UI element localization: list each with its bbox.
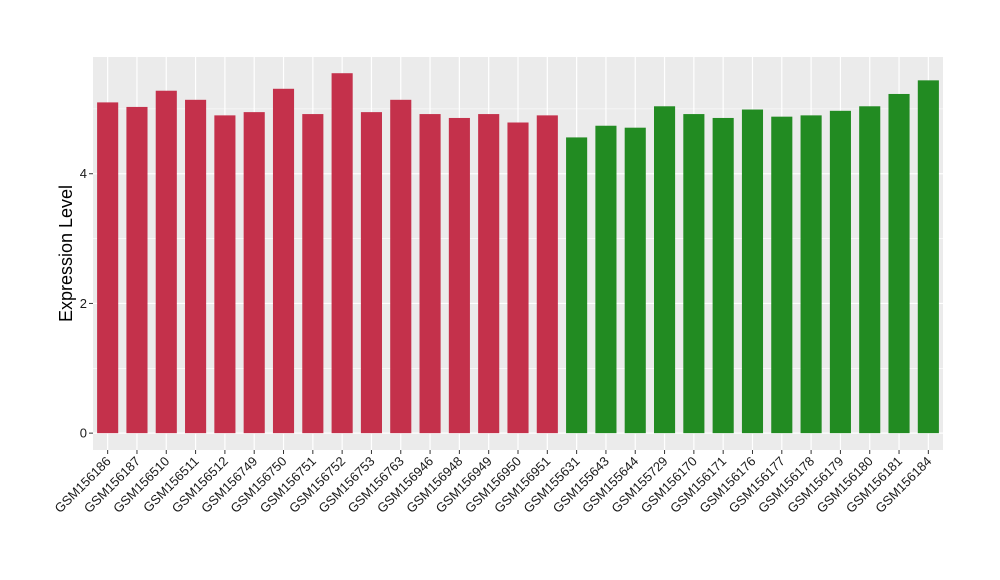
bar — [741, 109, 764, 434]
bar — [419, 114, 441, 434]
bar — [624, 127, 646, 434]
bar — [829, 110, 851, 434]
bar — [478, 114, 500, 434]
y-axis-title: Expression Level — [56, 185, 76, 322]
bar — [302, 114, 324, 434]
bar — [859, 106, 881, 434]
bar — [595, 125, 617, 434]
bar — [126, 106, 148, 434]
bar — [654, 106, 676, 434]
bar — [97, 102, 119, 434]
bar — [771, 116, 793, 434]
bar — [888, 93, 910, 434]
y-axis: 0 2 4 — [80, 166, 93, 441]
x-axis: GSM156186GSM156187GSM156510GSM156511GSM1… — [52, 450, 934, 516]
bar — [185, 99, 207, 434]
bar — [214, 115, 236, 434]
y-tick-label: 4 — [80, 166, 87, 181]
bar — [272, 88, 295, 434]
bar — [800, 115, 822, 434]
bar — [390, 99, 412, 434]
bar — [448, 117, 470, 434]
y-tick-label: 2 — [80, 296, 87, 311]
bar — [155, 90, 177, 434]
bar — [243, 112, 265, 434]
bar — [507, 122, 529, 434]
bar — [917, 80, 939, 434]
bar — [360, 112, 382, 434]
bar — [536, 115, 558, 434]
bar — [712, 117, 734, 434]
bar — [331, 73, 353, 434]
bars — [97, 73, 939, 434]
y-tick-label: 0 — [80, 426, 87, 441]
bar — [566, 137, 588, 434]
bar — [683, 114, 705, 434]
